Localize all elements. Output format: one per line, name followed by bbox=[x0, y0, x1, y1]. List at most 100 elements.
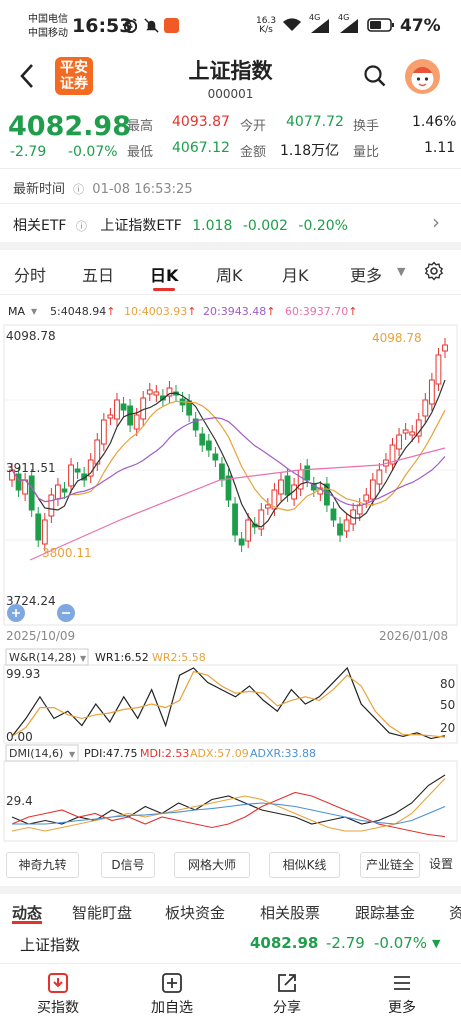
divider bbox=[0, 203, 461, 204]
avatar[interactable] bbox=[405, 59, 440, 94]
wr-selector[interactable] bbox=[5, 648, 89, 666]
download-box-icon bbox=[48, 973, 68, 993]
mute-bell-icon bbox=[144, 18, 159, 33]
carrier-1: 中国电信 bbox=[28, 14, 68, 25]
dmi-selector[interactable] bbox=[5, 744, 79, 762]
search-icon[interactable] bbox=[363, 64, 387, 92]
battery-percent: 47% bbox=[400, 16, 441, 36]
menu-icon bbox=[394, 976, 410, 990]
kline-chart[interactable]: 4098.78 4098.78 3911.51 3800.11 3724.24 … bbox=[0, 320, 461, 850]
candle bbox=[356, 504, 363, 515]
ma10-value: 10:4003.93↑ bbox=[124, 305, 197, 318]
candle bbox=[212, 453, 219, 461]
nav-buy-index[interactable]: 买指数 bbox=[18, 972, 98, 1017]
signal-2-icon: 4G bbox=[338, 13, 360, 34]
candle bbox=[146, 389, 153, 395]
chevron-down-icon[interactable]: ▼ bbox=[80, 654, 87, 663]
latest-time-label: 最新时间 bbox=[13, 182, 66, 197]
turnover-label: 换手 bbox=[353, 119, 380, 134]
ticker-change: -2.79 bbox=[326, 934, 365, 952]
tool-grid-master[interactable]: 网格大师 bbox=[174, 852, 250, 878]
ticker-price: 4082.98 bbox=[250, 934, 319, 952]
tool-similar-k[interactable]: 相似K线 bbox=[269, 852, 340, 878]
turnover-value: 1.46% bbox=[412, 114, 457, 130]
related-etf-row[interactable]: 相关ETF ⓘ 上证指数ETF 1.018 -0.002 -0.20% bbox=[13, 215, 348, 235]
info-tabs: 动态 智能盯盘 板块资金 相关股票 跟踪基金 资 bbox=[0, 900, 461, 922]
nav-more[interactable]: 更多 bbox=[362, 972, 442, 1017]
tab-monthly-k[interactable]: 月K bbox=[282, 266, 309, 285]
zoom-out-icon[interactable] bbox=[57, 604, 75, 622]
nav-share[interactable]: 分享 bbox=[247, 972, 327, 1017]
volume-ratio-value: 1.11 bbox=[424, 140, 456, 156]
candle bbox=[107, 414, 114, 419]
page-title: 上证指数 bbox=[188, 59, 273, 83]
clock: 16:53 bbox=[72, 15, 133, 37]
candle bbox=[61, 488, 68, 493]
security-code: 000001 bbox=[207, 87, 254, 101]
chevron-right-icon[interactable]: › bbox=[432, 210, 440, 234]
candle bbox=[114, 399, 120, 420]
chevron-down-icon[interactable]: ▼ bbox=[31, 307, 38, 316]
tab-more[interactable]: 更多 bbox=[350, 266, 383, 285]
wifi-icon bbox=[283, 18, 301, 31]
nav-add-watchlist[interactable]: 加自选 bbox=[132, 972, 212, 1017]
zoom-in-icon[interactable] bbox=[7, 604, 25, 622]
pdi-value: PDI:47.75 bbox=[84, 747, 138, 760]
divider bbox=[0, 294, 461, 295]
tab-smart-watch[interactable]: 智能盯盘 bbox=[72, 904, 133, 922]
chevron-down-icon[interactable]: ▼ bbox=[69, 750, 76, 759]
back-icon[interactable] bbox=[18, 62, 40, 92]
mid-price-label: 3911.51 bbox=[6, 461, 56, 475]
volume-ratio-label: 量比 bbox=[353, 145, 380, 160]
wr-tick-20: 20 bbox=[440, 721, 455, 735]
triangle-down-icon: ▼ bbox=[432, 937, 441, 950]
tab-daily-k[interactable]: 日K bbox=[150, 266, 179, 285]
tab-weekly-k[interactable]: 周K bbox=[216, 266, 243, 285]
mdi-value: MDI:2.53 bbox=[140, 747, 189, 760]
network-speed: 16.3 K/s bbox=[256, 16, 277, 35]
tab-more-info[interactable]: 资 bbox=[449, 904, 461, 922]
share-icon bbox=[278, 974, 296, 992]
tab-related-stocks[interactable]: 相关股票 bbox=[260, 904, 321, 922]
candle bbox=[291, 484, 298, 500]
quote-panel: 4082.98 -2.79 -0.07% 最高 4093.87 最低 4067.… bbox=[0, 108, 461, 170]
etf-change: -0.002 bbox=[242, 218, 288, 234]
tab-five-day[interactable]: 五日 bbox=[82, 266, 115, 285]
low-label: 最低 bbox=[127, 145, 154, 160]
active-tab-indicator bbox=[153, 288, 175, 291]
gear-icon[interactable] bbox=[424, 261, 444, 285]
candle bbox=[41, 519, 48, 545]
tool-d-signal[interactable]: D信号 bbox=[101, 852, 155, 878]
tab-news[interactable]: 动态 bbox=[12, 904, 43, 922]
candle bbox=[68, 464, 74, 487]
current-price: 4082.98 bbox=[8, 111, 131, 142]
tab-intraday[interactable]: 分时 bbox=[14, 266, 47, 285]
ticker-name: 上证指数 bbox=[20, 936, 81, 954]
candle bbox=[133, 414, 140, 430]
candle bbox=[271, 489, 278, 510]
tool-industry-chain[interactable]: 产业链全 bbox=[360, 852, 420, 878]
ma5-value: 5:4048.94↑ bbox=[50, 305, 116, 318]
tool-settings[interactable]: 设置 bbox=[428, 857, 453, 871]
tool-magic-nine[interactable]: 神奇九转 bbox=[6, 852, 79, 878]
candle bbox=[159, 395, 166, 401]
bottom-ticker[interactable]: 上证指数 4082.98 -2.79 -0.07% ▼ bbox=[0, 928, 461, 958]
etf-price: 1.018 bbox=[192, 218, 233, 234]
wr2-line bbox=[11, 670, 446, 738]
latest-time-value: 01-08 16:53:25 bbox=[92, 182, 193, 197]
candle bbox=[166, 387, 173, 397]
open-label: 今开 bbox=[240, 119, 267, 134]
chevron-down-icon[interactable]: ▼ bbox=[397, 265, 406, 278]
candle bbox=[238, 538, 245, 546]
candle bbox=[15, 473, 22, 491]
tab-tracking-funds[interactable]: 跟踪基金 bbox=[355, 904, 416, 922]
candle bbox=[343, 519, 350, 532]
tab-sector-flow[interactable]: 板块资金 bbox=[165, 904, 226, 922]
info-icon[interactable]: ⓘ bbox=[73, 183, 85, 196]
amount-value: 1.18万亿 bbox=[280, 143, 340, 159]
wr-bottom-label: 0.00 bbox=[6, 730, 33, 744]
info-icon[interactable]: ⓘ bbox=[75, 220, 87, 233]
candle bbox=[232, 503, 238, 536]
candle bbox=[87, 459, 94, 477]
candle bbox=[435, 354, 442, 385]
